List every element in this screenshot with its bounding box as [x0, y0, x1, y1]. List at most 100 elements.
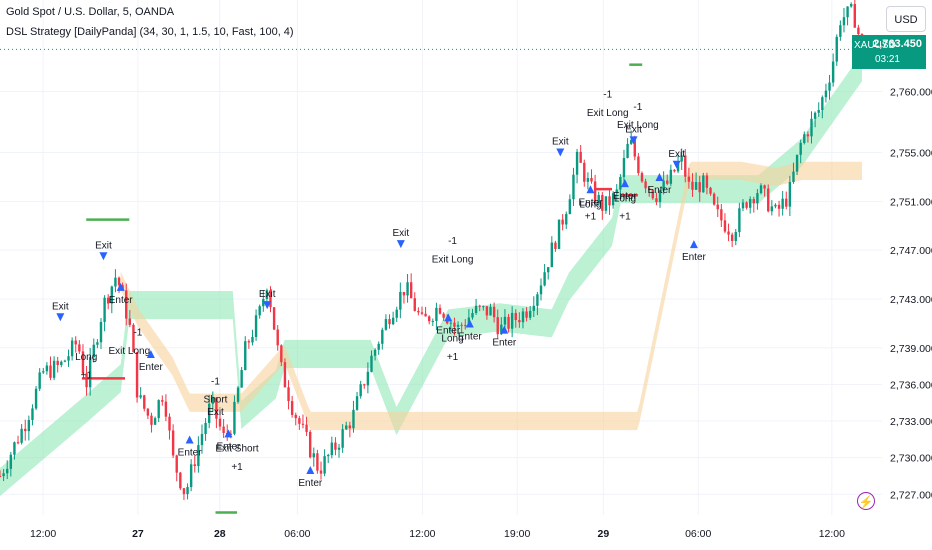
- candle-body: [56, 360, 59, 366]
- candle-body: [236, 387, 240, 402]
- bar-countdown: 03:21: [874, 54, 900, 65]
- candle-body: [301, 423, 305, 425]
- enter-arrow-icon: [689, 240, 698, 249]
- candle-body: [748, 199, 752, 208]
- candle-body: [222, 426, 225, 434]
- candle-body: [669, 169, 673, 184]
- candle-body: [352, 409, 355, 429]
- candle-body: [16, 442, 20, 444]
- price-tick-label: 2,739.000: [890, 343, 932, 355]
- time-tick-label: 29: [598, 528, 610, 540]
- candle-body: [521, 311, 525, 323]
- enter-arrow-icon: [224, 429, 233, 438]
- candle-body: [377, 343, 380, 350]
- signal-label: Enter: [216, 441, 241, 452]
- candle-body: [572, 174, 575, 200]
- candle-body: [723, 220, 727, 232]
- candle-body: [312, 453, 315, 458]
- candle-body: [96, 342, 99, 345]
- candle-body: [363, 384, 366, 386]
- price-tick-label: 2,760.000: [890, 87, 932, 99]
- signal-label: Exit: [625, 124, 642, 135]
- candle-body: [60, 361, 63, 366]
- time-axis-bg: [0, 515, 882, 550]
- candle-body: [849, 3, 853, 7]
- candle-body: [528, 310, 532, 318]
- currency-button[interactable]: USD: [886, 6, 926, 32]
- candle-body: [240, 370, 243, 388]
- signal-label: +1: [585, 212, 597, 223]
- candle-body: [781, 198, 784, 209]
- candle-body: [135, 352, 139, 398]
- candle-body: [615, 189, 618, 194]
- candle-body: [673, 169, 676, 172]
- candle-body: [438, 307, 442, 314]
- candle-body: [276, 329, 279, 346]
- candle-body: [157, 400, 160, 419]
- candle-body: [218, 418, 222, 427]
- candle-body: [45, 365, 49, 372]
- candle-body: [449, 322, 453, 324]
- candle-body: [171, 430, 175, 456]
- signal-label: Long: [579, 199, 601, 210]
- time-tick-label: 12:00: [30, 528, 56, 540]
- time-tick-label: 28: [214, 528, 226, 540]
- candle-body: [586, 178, 590, 182]
- candle-body: [813, 112, 817, 119]
- level-lines: [81, 63, 643, 514]
- candle-body: [774, 204, 777, 207]
- candle-body: [824, 90, 828, 98]
- candle-body: [806, 134, 810, 137]
- candle-body: [298, 418, 301, 424]
- candle-body: [658, 190, 662, 202]
- candle-body: [373, 349, 377, 356]
- candle-body: [785, 198, 788, 207]
- candle-body: [792, 171, 795, 183]
- signal-label: Enter: [178, 447, 203, 458]
- candle-body: [655, 198, 658, 202]
- price-axis[interactable]: 2,727.000 2,730.000 2,733.000 2,736.000 2,73…: [882, 0, 932, 550]
- candle-body: [269, 290, 272, 308]
- signal-label: Enter: [139, 362, 164, 373]
- indicator-legend[interactable]: DSL Strategy [DailyPanda] (34, 30, 1, 1.…: [6, 26, 294, 38]
- candle-body: [554, 242, 557, 249]
- candle-body: [687, 176, 691, 182]
- candle-body: [720, 209, 723, 221]
- candle-body: [611, 193, 615, 206]
- candle-body: [593, 181, 597, 203]
- candle-body: [759, 185, 763, 194]
- exit-arrow-icon: [263, 301, 272, 310]
- candle-body: [536, 294, 539, 306]
- candle-body: [247, 341, 251, 343]
- candle-body: [810, 118, 813, 137]
- candle-body: [637, 156, 640, 174]
- signal-label: Exit: [552, 137, 569, 148]
- candle-body: [6, 468, 9, 474]
- candle-body: [417, 310, 420, 313]
- candle-body: [107, 297, 110, 304]
- candle-body: [557, 219, 561, 249]
- candle-body: [539, 285, 543, 295]
- candle-body: [565, 214, 568, 225]
- signal-label: Exit: [95, 240, 112, 251]
- candle-body: [821, 97, 824, 111]
- candle-body: [406, 282, 409, 296]
- enter-arrow-icon: [586, 185, 595, 194]
- lower-band: [120, 161, 863, 431]
- candle-body: [70, 340, 74, 357]
- time-axis[interactable]: 12:00 27 28 06:00 12:00 19:00 29 06:00 12:00: [0, 515, 882, 550]
- signal-label: Enter: [109, 295, 134, 306]
- candle-body: [193, 464, 196, 467]
- candle-body: [716, 204, 719, 210]
- candle-body: [345, 425, 348, 430]
- candle-body: [150, 415, 153, 425]
- signal-label: Short: [204, 395, 228, 406]
- lightning-bolt-icon[interactable]: ⚡: [857, 492, 875, 510]
- candle-body: [287, 387, 290, 402]
- candle-body: [619, 176, 622, 190]
- candle-body: [752, 199, 755, 204]
- candle-body: [471, 312, 474, 318]
- enter-arrow-icon: [500, 325, 509, 334]
- candle-body: [770, 206, 774, 212]
